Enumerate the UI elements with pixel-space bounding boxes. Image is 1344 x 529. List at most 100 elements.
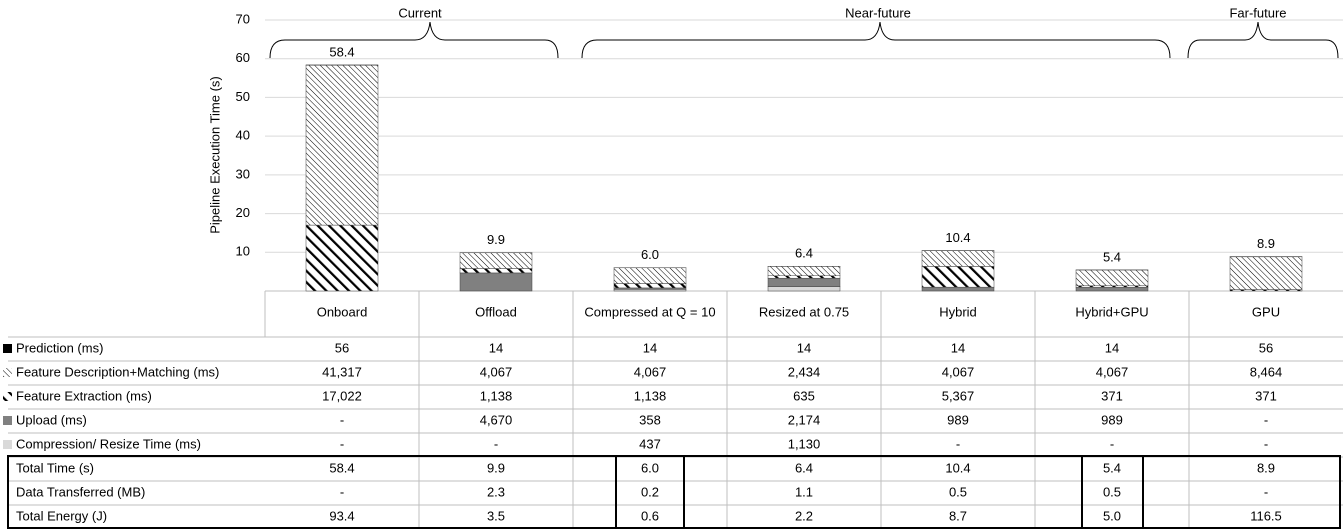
table-cell: -	[340, 484, 344, 499]
bar-segment	[613, 267, 687, 284]
category-label: Hybrid	[939, 304, 977, 319]
category-label: Hybrid+GPU	[1075, 304, 1148, 319]
summary-label: Data Transferred (MB)	[16, 484, 145, 499]
y-tick-label: 70	[236, 11, 250, 26]
y-tick-label: 60	[236, 50, 250, 65]
summary-box	[7, 455, 1341, 529]
highlight-box	[1081, 455, 1144, 529]
table-cell: 8.7	[949, 508, 967, 523]
table-cell: 6.4	[795, 460, 813, 475]
y-tick-label: 50	[236, 89, 250, 104]
total-label: 10.4	[945, 230, 970, 245]
total-label: 58.4	[329, 44, 354, 59]
table-cell: 14	[951, 340, 965, 355]
highlight-box	[615, 455, 685, 529]
y-tick-label: 10	[236, 244, 250, 259]
table-cell: 41,317	[322, 364, 362, 379]
table-cell: 2,434	[788, 364, 821, 379]
table-cell: -	[1264, 436, 1268, 451]
table-cell: 989	[947, 412, 969, 427]
table-cell: 635	[793, 388, 815, 403]
bar-segment	[921, 250, 995, 267]
bar-segment	[1229, 256, 1303, 290]
legend-swatch	[3, 368, 12, 377]
table-cell: -	[340, 412, 344, 427]
table-cell: 1,138	[480, 388, 513, 403]
bar-segment	[459, 272, 533, 292]
table-cell: -	[1264, 412, 1268, 427]
table-cell: -	[340, 436, 344, 451]
total-label: 6.4	[795, 246, 813, 261]
group-label: Far-future	[1229, 5, 1286, 20]
table-cell: -	[1264, 484, 1268, 499]
table-cell: 2.2	[795, 508, 813, 523]
legend-label: Feature Extraction (ms)	[16, 388, 152, 403]
table-cell: 0.5	[949, 484, 967, 499]
group-brace	[1187, 21, 1339, 59]
table-cell: -	[1110, 436, 1114, 451]
category-label: Onboard	[317, 304, 368, 319]
y-tick-label: 30	[236, 166, 250, 181]
total-label: 5.4	[1103, 249, 1121, 264]
bar-segment	[767, 286, 841, 292]
summary-label: Total Time (s)	[16, 460, 94, 475]
category-label: Resized at 0.75	[759, 304, 849, 319]
table-cell: 58.4	[329, 460, 354, 475]
group-brace	[269, 21, 559, 59]
table-cell: 0.6	[641, 508, 659, 523]
table-cell: 5.0	[1103, 508, 1121, 523]
table-cell: 10.4	[945, 460, 970, 475]
bar-segment	[305, 224, 379, 292]
y-axis-label: Pipeline Execution Time (s)	[207, 76, 222, 234]
bar-segment	[1075, 286, 1149, 292]
total-label: 8.9	[1257, 236, 1275, 251]
bar-segment	[767, 266, 841, 277]
bar-segment	[767, 275, 841, 279]
table-cell: 4,067	[942, 364, 975, 379]
bar-segment	[459, 268, 533, 274]
total-label: 6.0	[641, 247, 659, 262]
group-brace	[581, 21, 1171, 59]
legend-swatch	[3, 392, 12, 401]
table-cell: 6.0	[641, 460, 659, 475]
y-tick-label: 20	[236, 205, 250, 220]
table-cell: 93.4	[329, 508, 354, 523]
table-cell: 56	[1259, 340, 1273, 355]
summary-label: Total Energy (J)	[16, 508, 107, 523]
bar-segment	[921, 286, 995, 292]
bar-segment	[459, 252, 533, 269]
legend-swatch	[3, 416, 12, 425]
legend-label: Upload (ms)	[16, 412, 87, 427]
table-cell: 0.5	[1103, 484, 1121, 499]
table-cell: 2.3	[487, 484, 505, 499]
legend-label: Compression/ Resize Time (ms)	[16, 436, 201, 451]
table-cell: 358	[639, 412, 661, 427]
table-cell: 5,367	[942, 388, 975, 403]
table-cell: 1.1	[795, 484, 813, 499]
table-cell: 4,067	[634, 364, 667, 379]
table-cell: 9.9	[487, 460, 505, 475]
table-cell: 14	[1105, 340, 1119, 355]
table-cell: 437	[639, 436, 661, 451]
y-tick-label: 40	[236, 128, 250, 143]
table-cell: 989	[1101, 412, 1123, 427]
table-cell: 4,067	[480, 364, 513, 379]
table-cell: 371	[1255, 388, 1277, 403]
category-label: Compressed at Q = 10	[584, 304, 715, 319]
table-cell: 8,464	[1250, 364, 1283, 379]
table-cell: 0.2	[641, 484, 659, 499]
table-cell: 14	[643, 340, 657, 355]
table-cell: 17,022	[322, 388, 362, 403]
table-cell: 5.4	[1103, 460, 1121, 475]
legend-swatch	[3, 344, 12, 353]
legend-swatch	[3, 440, 12, 449]
legend-label: Feature Description+Matching (ms)	[16, 364, 219, 379]
bar-segment	[613, 283, 687, 289]
table-cell: 14	[797, 340, 811, 355]
table-cell: -	[494, 436, 498, 451]
bar-segment	[921, 266, 995, 288]
bar-segment	[1075, 269, 1149, 286]
table-cell: 4,067	[1096, 364, 1129, 379]
table-cell: -	[956, 436, 960, 451]
